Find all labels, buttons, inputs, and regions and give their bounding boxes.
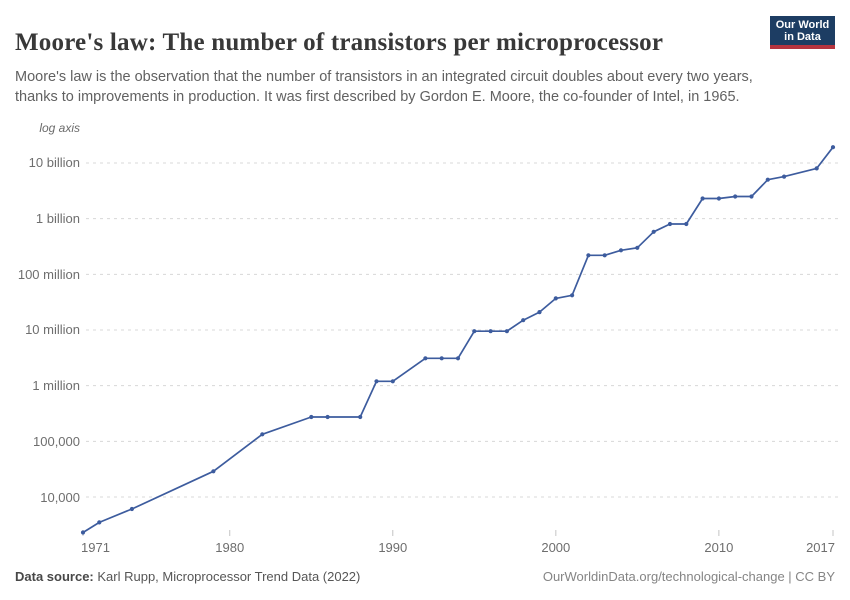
- data-point: [667, 221, 673, 227]
- data-point: [586, 253, 591, 258]
- data-point: [570, 293, 575, 298]
- owid-logo-line1: Our World: [775, 18, 830, 31]
- data-point: [749, 194, 754, 199]
- y-axis-label: 10 billion: [28, 155, 80, 171]
- data-point: [423, 356, 428, 361]
- log-axis-note: log axis: [39, 121, 80, 135]
- x-axis-label: 1990: [378, 540, 408, 555]
- y-axis-label: 1 billion: [35, 211, 80, 227]
- data-point: [374, 379, 379, 384]
- data-point: [521, 318, 526, 323]
- data-point: [488, 329, 493, 334]
- data-point: [553, 296, 558, 301]
- y-axis-label: 100 million: [17, 266, 80, 282]
- data-point: [97, 520, 102, 525]
- data-point: [129, 506, 134, 512]
- data-point: [782, 174, 787, 179]
- owid-logo-stripe: [770, 45, 835, 49]
- data-point: [260, 432, 265, 437]
- y-axis-label: 10 million: [25, 322, 80, 338]
- footer-source-text: Karl Rupp, Microprocessor Trend Data (20…: [93, 569, 361, 584]
- data-point: [602, 253, 607, 258]
- data-point: [618, 248, 624, 253]
- footer-data-source: Data source: Karl Rupp, Microprocessor T…: [15, 569, 360, 584]
- x-axis-label: 2017: [806, 540, 835, 555]
- data-point: [733, 194, 738, 199]
- y-axis-label: 1 million: [32, 378, 80, 394]
- x-axis-label: 1971: [81, 540, 110, 555]
- owid-logo[interactable]: Our World in Data: [770, 16, 835, 49]
- x-axis-label: 1980: [215, 540, 245, 555]
- data-point: [439, 356, 444, 361]
- data-point: [80, 530, 86, 535]
- series-line: [82, 146, 834, 534]
- data-point: [814, 166, 819, 171]
- series-lines: [82, 146, 834, 534]
- data-point: [455, 356, 461, 361]
- footer-source-label: Data source:: [15, 569, 94, 584]
- x-tickmarks: [82, 530, 834, 536]
- y-axis-label: 10,000: [40, 489, 80, 505]
- chart-subtitle: Moore's law is the observation that the …: [15, 68, 753, 105]
- footer-owid-link[interactable]: OurWorldinData.org/technological-change …: [542, 569, 835, 584]
- data-point: [716, 196, 722, 201]
- x-axis-label: 2000: [541, 540, 571, 555]
- data-point: [765, 177, 770, 182]
- data-point: [700, 196, 705, 201]
- data-point: [684, 221, 689, 227]
- data-point: [472, 329, 477, 334]
- owid-logo-text: Our World in Data: [770, 16, 835, 45]
- data-point: [211, 469, 216, 474]
- data-point: [504, 329, 509, 334]
- data-point: [358, 414, 363, 420]
- chart-footer: Data source: Karl Rupp, Microprocessor T…: [15, 569, 835, 584]
- data-point: [635, 245, 640, 250]
- x-axis-label: 2010: [704, 540, 734, 555]
- data-point: [390, 379, 395, 384]
- data-point: [325, 414, 330, 420]
- chart-title: Moore's law: The number of transistors p…: [15, 28, 664, 56]
- series-points: [80, 145, 836, 535]
- data-point: [309, 414, 314, 420]
- data-point: [537, 310, 542, 315]
- gridlines: [86, 162, 841, 498]
- data-point: [651, 229, 656, 234]
- owid-logo-line2: in Data: [784, 30, 821, 43]
- data-point: [830, 145, 836, 150]
- y-axis-label: 100,000: [33, 433, 80, 449]
